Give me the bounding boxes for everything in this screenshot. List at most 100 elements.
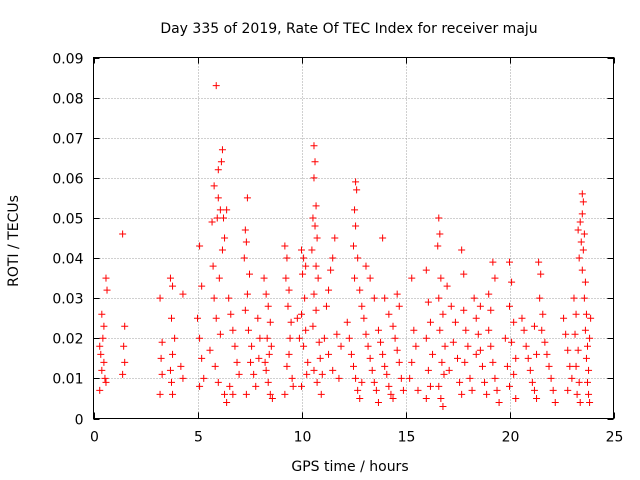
data-point xyxy=(460,306,468,314)
data-point xyxy=(231,342,239,350)
data-point xyxy=(508,278,516,286)
data-point xyxy=(440,370,448,378)
data-point xyxy=(353,186,361,194)
data-point xyxy=(329,366,337,374)
data-point xyxy=(549,386,557,394)
data-point xyxy=(101,374,109,382)
data-point xyxy=(445,366,453,374)
data-point xyxy=(538,326,546,334)
data-point xyxy=(491,274,499,282)
data-point xyxy=(578,266,586,274)
data-point xyxy=(241,226,249,234)
data-point xyxy=(262,290,270,298)
data-point xyxy=(584,378,591,386)
data-point xyxy=(310,142,318,150)
data-point xyxy=(314,274,322,282)
data-point xyxy=(302,262,310,270)
data-point xyxy=(333,330,341,338)
data-point xyxy=(543,350,551,358)
data-point xyxy=(179,374,187,382)
data-point xyxy=(487,342,495,350)
data-point xyxy=(284,302,292,310)
data-point xyxy=(489,358,497,366)
data-point xyxy=(426,382,434,390)
data-point xyxy=(223,398,231,406)
data-point xyxy=(481,378,489,386)
data-point xyxy=(99,334,107,342)
data-point xyxy=(156,294,164,302)
data-point xyxy=(570,294,578,302)
data-point xyxy=(310,290,318,298)
data-point xyxy=(158,370,166,378)
data-point xyxy=(385,382,393,390)
data-point xyxy=(586,398,594,406)
data-point xyxy=(255,354,263,362)
data-point xyxy=(485,326,493,334)
data-point xyxy=(368,366,376,374)
x-tick-label: 5 xyxy=(194,430,203,446)
data-point xyxy=(578,190,586,198)
data-point xyxy=(424,366,432,374)
data-point xyxy=(581,326,589,334)
data-point xyxy=(566,362,574,370)
data-point xyxy=(312,306,320,314)
data-point xyxy=(466,374,474,382)
data-point xyxy=(298,246,305,254)
data-point xyxy=(301,294,309,302)
data-point xyxy=(435,214,443,222)
data-point xyxy=(460,270,468,278)
data-point xyxy=(171,334,179,342)
data-point xyxy=(395,302,403,310)
data-point xyxy=(295,334,303,342)
data-point xyxy=(96,386,104,394)
data-point xyxy=(283,362,291,370)
data-point xyxy=(385,310,393,318)
data-point xyxy=(410,326,418,334)
data-point xyxy=(121,322,129,330)
data-point xyxy=(422,266,430,274)
data-point xyxy=(377,338,385,346)
data-point xyxy=(518,314,526,322)
data-point xyxy=(464,342,472,350)
data-point xyxy=(215,274,223,282)
data-point xyxy=(214,194,222,202)
data-point xyxy=(309,214,317,222)
data-point xyxy=(208,218,216,226)
data-point xyxy=(216,330,224,338)
data-point xyxy=(119,230,127,238)
data-point xyxy=(335,374,343,382)
data-point xyxy=(545,362,553,370)
data-point xyxy=(584,342,591,350)
data-point xyxy=(304,358,312,366)
data-point xyxy=(524,354,532,362)
data-point xyxy=(533,394,541,402)
data-point xyxy=(462,326,470,334)
data-point xyxy=(579,198,587,206)
data-point xyxy=(362,262,370,270)
data-point xyxy=(379,350,387,358)
data-point xyxy=(435,294,443,302)
data-point xyxy=(226,382,234,390)
data-point xyxy=(435,382,443,390)
data-point xyxy=(510,318,518,326)
data-point xyxy=(456,378,464,386)
data-point xyxy=(244,326,252,334)
data-point xyxy=(564,346,572,354)
data-point xyxy=(437,274,445,282)
data-point xyxy=(265,350,273,358)
data-point xyxy=(311,158,319,166)
data-point xyxy=(438,358,446,366)
data-point xyxy=(406,374,414,382)
data-point xyxy=(354,254,362,262)
x-tick-label: 25 xyxy=(606,430,624,446)
data-point xyxy=(254,314,262,322)
data-point xyxy=(212,82,220,90)
y-axis-label: ROTI / TECUs xyxy=(6,195,22,287)
data-points xyxy=(96,82,595,410)
data-point xyxy=(443,282,451,290)
data-point xyxy=(458,246,466,254)
data-point xyxy=(397,374,405,382)
data-point xyxy=(210,294,218,302)
data-point xyxy=(429,350,437,358)
data-point xyxy=(454,354,461,362)
